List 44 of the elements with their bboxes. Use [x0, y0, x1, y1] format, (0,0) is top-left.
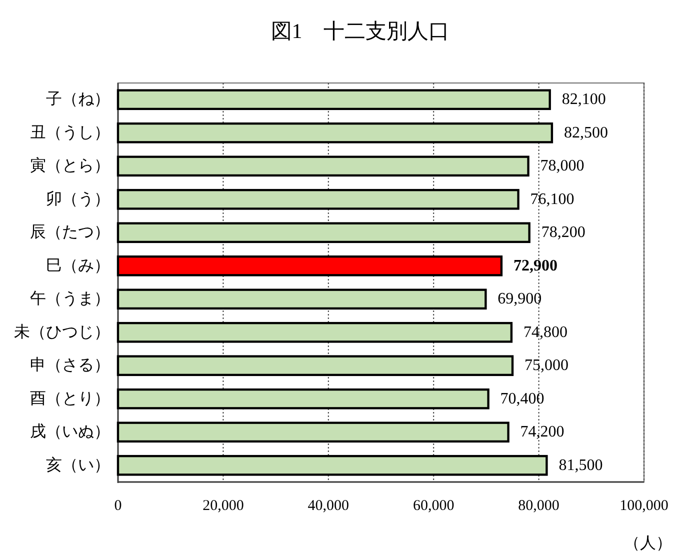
data-label: 76,100 — [530, 190, 574, 208]
y-tick-label: 巳（み） — [46, 257, 110, 274]
bar — [116, 388, 490, 410]
bar — [116, 156, 530, 177]
x-tick-label: 40,000 — [308, 498, 350, 514]
x-tick-label: 100,000 — [620, 498, 668, 514]
data-label: 82,100 — [562, 91, 606, 108]
x-tick-label: 0 — [114, 498, 122, 514]
data-label: 69,900 — [498, 290, 542, 308]
y-tick-label: 未（ひつじ） — [14, 322, 110, 341]
y-tick-label: 寅（とら） — [30, 156, 110, 175]
data-label: 74,800 — [523, 324, 568, 341]
x-tick-label: 80,000 — [518, 498, 560, 514]
bar — [116, 89, 551, 110]
bar — [116, 222, 530, 244]
chart-title: 図1 十二支別人口 — [270, 19, 450, 43]
data-label: 72,900 — [513, 257, 558, 274]
bar — [116, 454, 548, 476]
y-tick-label: 子（ね） — [46, 91, 110, 108]
y-tick-label: 辰（たつ） — [30, 224, 110, 242]
y-tick-label: 酉（とり） — [30, 390, 110, 408]
y-tick-label: 戌（いぬ） — [30, 422, 110, 441]
data-label: 75,000 — [524, 357, 568, 374]
bar — [116, 122, 554, 144]
data-label: 81,500 — [558, 456, 603, 474]
bar — [116, 322, 513, 343]
data-label: 74,200 — [520, 424, 564, 441]
data-label: 70,400 — [500, 390, 544, 408]
y-tick-label: 卯（う） — [46, 190, 110, 208]
bar — [116, 355, 514, 376]
data-label: 78,000 — [540, 158, 584, 175]
y-tick-label: 丑（うし） — [30, 124, 110, 142]
x-tick-label: 60,000 — [412, 498, 454, 514]
x-tick-label: 20,000 — [202, 498, 244, 514]
bar — [116, 188, 520, 210]
y-tick-label: 亥（い） — [46, 456, 110, 474]
data-label: 82,500 — [564, 124, 608, 142]
bar — [116, 255, 503, 276]
data-label: 78,200 — [541, 224, 586, 242]
x-axis-title: （人） — [624, 535, 672, 552]
y-tick-label: 申（さる） — [30, 356, 110, 374]
bar — [116, 422, 510, 443]
y-tick-label: 午（うま） — [30, 290, 110, 308]
bar — [116, 288, 487, 310]
